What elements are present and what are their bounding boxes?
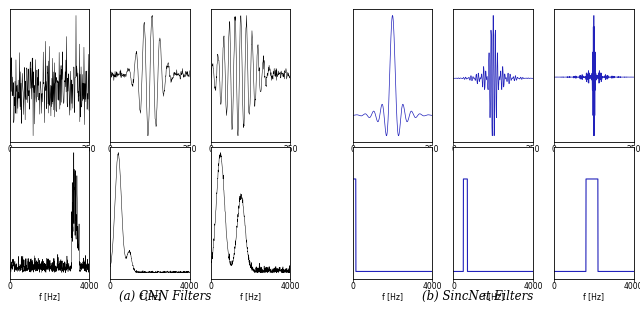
- X-axis label: n: n: [390, 155, 395, 164]
- X-axis label: n: n: [591, 155, 596, 164]
- X-axis label: n: n: [491, 155, 495, 164]
- X-axis label: n: n: [148, 155, 152, 164]
- X-axis label: n: n: [47, 155, 52, 164]
- X-axis label: f [Hz]: f [Hz]: [483, 292, 504, 301]
- X-axis label: f [Hz]: f [Hz]: [382, 292, 403, 301]
- X-axis label: f [Hz]: f [Hz]: [584, 292, 604, 301]
- X-axis label: f [Hz]: f [Hz]: [240, 292, 261, 301]
- X-axis label: f [Hz]: f [Hz]: [140, 292, 161, 301]
- Text: (b) SincNet Filters: (b) SincNet Filters: [422, 290, 533, 303]
- X-axis label: f [Hz]: f [Hz]: [39, 292, 60, 301]
- X-axis label: n: n: [248, 155, 253, 164]
- Text: (a) CNN Filters: (a) CNN Filters: [120, 290, 212, 303]
